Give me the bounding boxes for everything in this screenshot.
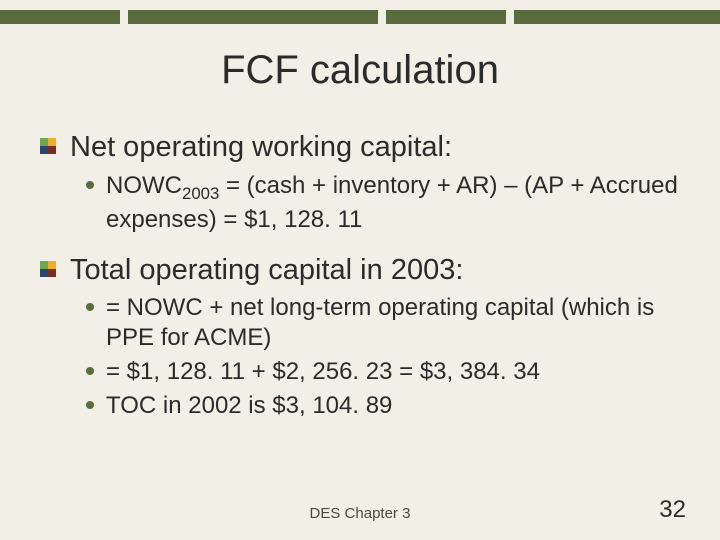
stripe-segment — [514, 10, 720, 24]
dot-bullet-icon — [86, 367, 94, 375]
bullet-level2: = $1, 128. 11 + $2, 256. 23 = $3, 384. 3… — [86, 357, 680, 387]
dot-bullet-icon — [86, 181, 94, 189]
stripe-segment — [120, 10, 128, 24]
bullet-level2: TOC in 2002 is $3, 104. 89 — [86, 391, 680, 421]
bullet-text: Net operating working capital: — [70, 130, 452, 165]
dot-bullet-icon — [86, 303, 94, 311]
bullet-level1: Net operating working capital: — [40, 130, 680, 165]
dot-bullet-icon — [86, 401, 94, 409]
slide-content: Net operating working capital: NOWC2003 =… — [40, 130, 680, 425]
square-bullet-icon — [40, 138, 56, 154]
bullet-text: Total operating capital in 2003: — [70, 253, 463, 288]
slide: FCF calculation Net operating working ca… — [0, 0, 720, 540]
stripe-segment — [0, 10, 120, 24]
footer-text: DES Chapter 3 — [0, 505, 720, 522]
title-stripe — [0, 10, 720, 24]
square-bullet-icon — [40, 261, 56, 277]
bullet-text: TOC in 2002 is $3, 104. 89 — [106, 391, 392, 421]
bullet-text: NOWC2003 = (cash + inventory + AR) – (AP… — [106, 171, 680, 235]
bullet-level2: NOWC2003 = (cash + inventory + AR) – (AP… — [86, 171, 680, 235]
bullet-level2: = NOWC + net long-term operating capital… — [86, 293, 680, 353]
stripe-segment — [386, 10, 506, 24]
stripe-segment — [128, 10, 378, 24]
slide-title: FCF calculation — [0, 48, 720, 93]
stripe-segment — [378, 10, 386, 24]
bullet-text: = NOWC + net long-term operating capital… — [106, 293, 680, 353]
bullet-level1: Total operating capital in 2003: — [40, 253, 680, 288]
page-number: 32 — [659, 496, 686, 524]
bullet-text: = $1, 128. 11 + $2, 256. 23 = $3, 384. 3… — [106, 357, 540, 387]
stripe-segment — [506, 10, 514, 24]
